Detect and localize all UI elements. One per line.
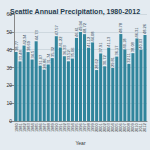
svg-text:41.22: 41.22 [58,36,63,47]
svg-text:48.78: 48.78 [118,22,123,33]
svg-text:1999: 1999 [90,123,96,133]
svg-text:1987: 1987 [41,123,47,133]
svg-text:2001: 2001 [98,123,104,133]
svg-text:37.91: 37.91 [98,42,103,53]
svg-text:2008: 2008 [126,123,132,133]
svg-text:1991: 1991 [57,123,63,133]
svg-text:1995: 1995 [74,123,79,133]
svg-text:2007: 2007 [122,123,128,133]
svg-text:44.73: 44.73 [34,29,39,40]
svg-text:1996: 1996 [78,123,83,133]
svg-text:40.03: 40.03 [138,38,143,49]
svg-text:2006: 2006 [118,123,124,133]
svg-text:1984: 1984 [29,123,35,133]
svg-text:1989: 1989 [49,123,55,133]
svg-text:41.13: 41.13 [106,36,111,47]
svg-text:47.57: 47.57 [54,24,59,35]
svg-text:50: 50 [6,29,12,35]
svg-text:Seattle Annual Precipitation,: Seattle Annual Precipitation, 1980-2012 [10,8,140,16]
svg-text:1994: 1994 [69,123,75,133]
svg-text:1986: 1986 [37,123,43,133]
svg-text:48.72: 48.72 [82,22,87,33]
svg-text:1992: 1992 [61,123,67,133]
svg-text:0: 0 [9,118,12,124]
svg-text:2000: 2000 [94,123,100,133]
svg-text:28.62: 28.62 [94,58,99,69]
svg-text:1997: 1997 [82,123,87,133]
svg-text:46.31: 46.31 [134,27,139,38]
svg-text:33.52: 33.52 [65,50,71,61]
svg-text:46.61: 46.61 [74,26,79,37]
svg-text:2011: 2011 [138,123,144,132]
svg-text:1981: 1981 [17,123,23,133]
svg-text:42.34: 42.34 [21,34,27,45]
svg-text:40: 40 [6,47,12,53]
svg-text:41.12: 41.12 [86,36,92,47]
svg-text:20: 20 [6,82,12,88]
svg-text:34.5: 34.5 [30,50,35,59]
svg-text:2003: 2003 [106,123,112,133]
svg-text:1988: 1988 [45,123,51,133]
svg-text:2002: 2002 [102,123,108,133]
svg-text:36.17: 36.17 [114,45,119,56]
svg-text:40.18: 40.18 [122,38,127,49]
svg-text:30.72: 30.72 [102,55,107,66]
svg-text:1990: 1990 [53,123,59,133]
svg-text:35.32: 35.32 [50,46,55,57]
svg-text:33.48: 33.48 [18,50,23,61]
svg-text:2010: 2010 [134,123,140,133]
svg-text:2009: 2009 [130,123,136,133]
svg-text:32.11: 32.11 [126,52,131,62]
svg-text:31.07: 31.07 [37,54,43,65]
svg-text:38.69: 38.69 [26,40,31,51]
svg-text:10: 10 [6,100,12,106]
svg-text:30: 30 [6,65,12,71]
svg-text:2012: 2012 [142,122,147,132]
svg-text:Year: Year [75,140,85,146]
svg-text:31.74: 31.74 [45,53,51,64]
svg-text:36.33: 36.33 [61,45,67,56]
svg-text:1982: 1982 [21,123,27,133]
svg-text:28.86: 28.86 [41,58,47,69]
svg-text:2004: 2004 [110,123,116,133]
svg-text:1998: 1998 [86,123,92,133]
svg-text:29.81: 29.81 [110,56,115,67]
svg-text:48.26: 48.26 [142,23,147,34]
svg-text:38.08: 38.08 [130,41,135,52]
svg-text:1985: 1985 [33,123,39,133]
svg-text:38.77: 38.77 [14,40,19,51]
svg-text:49.94: 49.94 [78,21,83,31]
svg-text:1983: 1983 [25,123,31,133]
svg-text:44.08: 44.08 [90,31,95,42]
svg-text:1993: 1993 [65,123,71,133]
svg-text:1980: 1980 [13,123,19,133]
svg-text:35.06: 35.06 [70,47,75,58]
svg-text:2005: 2005 [114,123,120,133]
